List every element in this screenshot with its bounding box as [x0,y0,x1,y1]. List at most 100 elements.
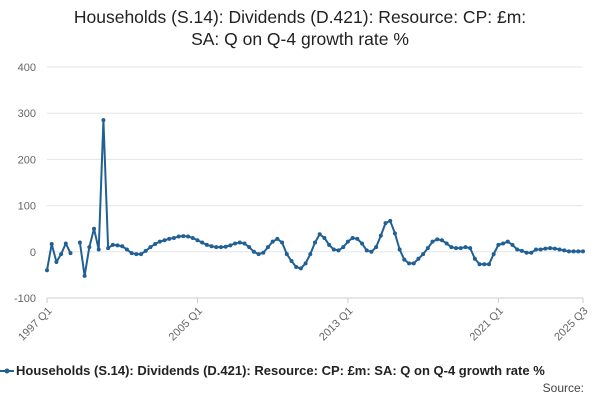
data-point[interactable] [190,235,195,240]
data-point[interactable] [195,238,200,243]
data-point[interactable] [218,245,223,250]
data-point[interactable] [411,261,416,266]
data-point[interactable] [449,245,454,250]
data-point[interactable] [392,231,397,236]
data-point[interactable] [566,249,571,254]
data-point[interactable] [515,247,520,252]
data-point[interactable] [538,247,543,252]
data-point[interactable] [298,266,303,271]
data-point[interactable] [576,249,581,254]
data-point[interactable] [270,239,275,244]
data-point[interactable] [383,221,388,226]
data-point[interactable] [571,249,576,254]
data-point[interactable] [510,242,515,247]
data-point[interactable] [92,226,97,231]
data-point[interactable] [548,246,553,251]
data-point[interactable] [430,239,435,244]
data-point[interactable] [228,243,233,248]
data-point[interactable] [124,247,129,252]
data-point[interactable] [581,249,585,254]
data-point[interactable] [303,261,308,266]
data-point[interactable] [242,241,247,246]
data-point[interactable] [562,248,567,253]
data-point[interactable] [45,268,49,273]
data-point[interactable] [374,245,379,250]
data-point[interactable] [355,236,360,241]
data-point[interactable] [294,265,299,270]
data-point[interactable] [247,245,252,250]
data-point[interactable] [115,243,120,248]
data-point[interactable] [468,246,473,251]
data-point[interactable] [96,247,101,252]
data-point[interactable] [106,246,111,251]
data-point[interactable] [425,246,430,251]
data-point[interactable] [345,239,350,244]
data-point[interactable] [439,238,444,243]
data-point[interactable] [233,241,238,246]
data-point[interactable] [327,242,332,247]
data-point[interactable] [458,246,463,251]
data-point[interactable] [157,239,162,244]
data-point[interactable] [181,234,186,239]
data-point[interactable] [308,252,313,257]
data-point[interactable] [444,241,449,246]
data-point[interactable] [129,251,134,256]
data-point[interactable] [134,252,139,257]
data-point[interactable] [463,245,468,250]
data-point[interactable] [486,262,491,267]
data-point[interactable] [477,262,482,267]
data-point[interactable] [68,251,73,256]
data-point[interactable] [341,245,346,250]
data-point[interactable] [360,241,365,246]
data-point[interactable] [54,259,59,264]
data-point[interactable] [256,252,261,257]
data-point[interactable] [364,248,369,253]
data-point[interactable] [369,249,374,254]
data-point[interactable] [336,248,341,253]
data-point[interactable] [176,234,181,239]
data-point[interactable] [223,244,228,249]
data-point[interactable] [416,256,421,261]
data-point[interactable] [251,249,256,254]
data-point[interactable] [313,240,317,245]
data-point[interactable] [284,252,289,257]
data-point[interactable] [209,244,214,249]
data-point[interactable] [529,250,534,255]
data-point[interactable] [143,248,148,253]
data-point[interactable] [186,234,191,239]
data-point[interactable] [402,257,407,262]
data-point[interactable] [557,247,562,252]
data-point[interactable] [139,252,144,257]
data-point[interactable] [204,242,209,247]
data-point[interactable] [237,240,242,245]
data-point[interactable] [162,238,167,243]
data-point[interactable] [454,246,459,251]
data-point[interactable] [214,245,219,250]
data-point[interactable] [524,250,529,255]
data-point[interactable] [261,250,266,255]
data-point[interactable] [543,246,548,251]
data-point[interactable] [200,240,205,245]
data-point[interactable] [491,252,496,257]
data-point[interactable] [472,256,477,261]
data-point[interactable] [77,240,82,245]
data-point[interactable] [63,241,68,246]
data-point[interactable] [153,241,158,246]
data-point[interactable] [388,218,393,223]
data-point[interactable] [482,262,487,267]
data-point[interactable] [82,273,87,278]
data-point[interactable] [407,261,412,266]
data-point[interactable] [167,236,172,241]
data-point[interactable] [148,245,153,250]
data-point[interactable] [49,241,54,246]
data-point[interactable] [519,248,524,253]
data-point[interactable] [87,245,92,250]
data-point[interactable] [501,241,506,246]
data-point[interactable] [280,240,285,245]
data-point[interactable] [496,242,501,247]
data-point[interactable] [317,232,322,237]
data-point[interactable] [378,233,383,238]
data-point[interactable] [59,252,64,257]
data-point[interactable] [533,247,538,252]
data-point[interactable] [101,118,106,123]
